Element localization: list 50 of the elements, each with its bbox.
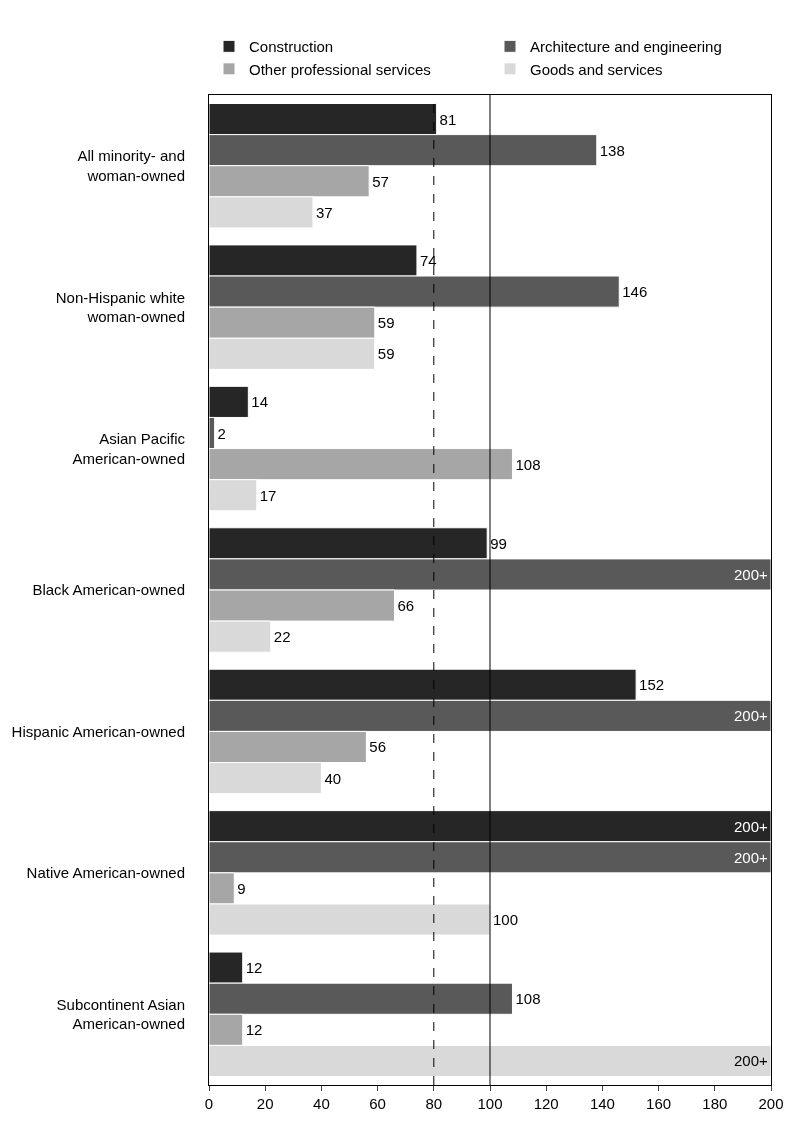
data-label: 81 <box>439 110 457 128</box>
y-tick-label: Asian Pacific American-owned <box>72 430 186 467</box>
legend-label: Construction <box>249 38 334 56</box>
legend-label: Architecture and engineering <box>530 38 722 56</box>
x-tick-label: 180 <box>702 1095 728 1112</box>
x-tick-label: 120 <box>533 1095 559 1112</box>
x-tick-label: 100 <box>477 1095 503 1112</box>
data-label: 22 <box>273 628 291 646</box>
data-label: 57 <box>372 172 389 190</box>
data-label: 108 <box>515 455 541 473</box>
x-tick-label: 20 <box>256 1095 274 1112</box>
data-label: 108 <box>515 990 541 1008</box>
legend-label: Goods and services <box>530 60 663 78</box>
y-tick-label: Non-Hispanic white woman-owned <box>55 288 185 326</box>
x-tick-label: 0 <box>204 1095 214 1112</box>
data-label: 17 <box>259 486 277 504</box>
y-tick-label: Hispanic American-owned <box>11 722 185 740</box>
x-tick-label: 60 <box>369 1095 386 1112</box>
data-label: 12 <box>245 959 263 977</box>
legend-label: Other professional services <box>249 60 431 78</box>
data-label: 152 <box>639 676 665 694</box>
y-tick-label: Black American-owned <box>32 581 185 599</box>
data-label: 59 <box>377 345 395 363</box>
x-tick-label: 140 <box>589 1095 615 1112</box>
data-label: 74 <box>419 251 437 269</box>
x-tick-label: 80 <box>425 1095 443 1112</box>
y-tick-label: All minority- and woman-owned <box>77 147 185 184</box>
data-label: 100 <box>493 911 519 929</box>
y-tick-label: Native American-owned <box>26 864 185 882</box>
data-label: 66 <box>397 597 415 615</box>
data-label: 40 <box>324 769 342 787</box>
data-label: 2 <box>217 424 226 442</box>
data-label: 14 <box>251 393 269 411</box>
data-label: 59 <box>377 314 395 332</box>
data-label: 99 <box>490 534 507 552</box>
data-label: 200+ <box>733 848 768 866</box>
data-label: 200+ <box>733 707 768 725</box>
data-label: 200+ <box>733 565 768 583</box>
data-label: 138 <box>599 141 625 159</box>
data-label: 9 <box>237 879 246 897</box>
data-label: 56 <box>369 738 387 756</box>
x-tick-label: 200 <box>758 1095 784 1112</box>
data-label: 12 <box>245 1021 263 1039</box>
data-label: 37 <box>315 203 333 221</box>
x-tick-label: 40 <box>313 1095 330 1112</box>
data-label: 200+ <box>733 817 768 835</box>
y-tick-label: Subcontinent Asian American-owned <box>56 995 185 1033</box>
x-tick-label: 160 <box>646 1095 672 1112</box>
data-label: 200+ <box>733 1052 768 1070</box>
data-label: 146 <box>622 283 648 301</box>
